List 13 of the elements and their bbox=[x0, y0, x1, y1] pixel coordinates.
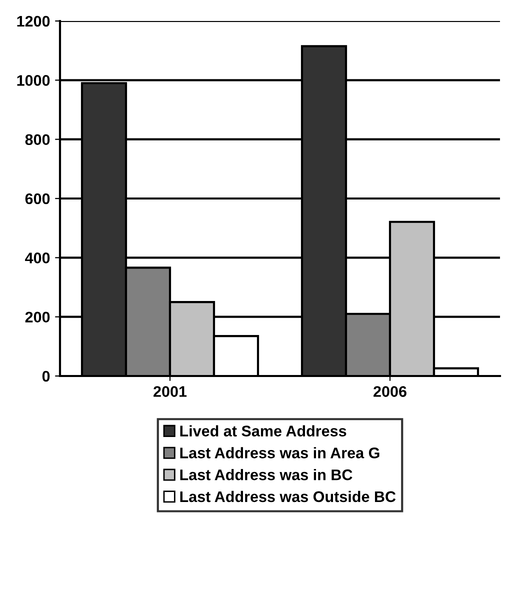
legend-label: Lived at Same Address bbox=[180, 425, 346, 436]
y-tick-label: 600 bbox=[25, 193, 50, 204]
y-tick-label: 1200 bbox=[17, 16, 50, 27]
y-tick-label: 1000 bbox=[17, 75, 50, 86]
y-tick-label: 800 bbox=[25, 134, 50, 146]
y-tick-label: 0 bbox=[42, 370, 50, 382]
legend-label: Last Address was in BC bbox=[180, 469, 352, 480]
legend-label: Last Address was Outside BC bbox=[180, 490, 396, 502]
y-tick-label: 400 bbox=[25, 252, 50, 264]
x-tick-label: 2001 bbox=[154, 386, 187, 397]
y-tick-label: 200 bbox=[25, 312, 50, 323]
x-tick-label: 2006 bbox=[374, 386, 406, 397]
legend-label: Last Address was in Area G bbox=[180, 447, 380, 458]
